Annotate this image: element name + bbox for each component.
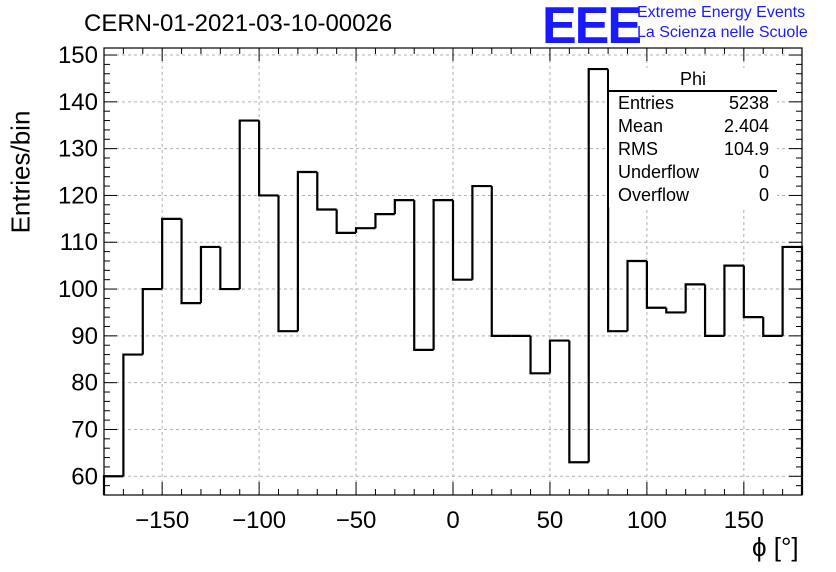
histogram-bin xyxy=(122,353,143,477)
histogram-bin xyxy=(316,172,337,211)
histogram-bin xyxy=(161,217,182,290)
y-tick-label: 140 xyxy=(58,89,98,116)
x-tick-label: −50 xyxy=(336,507,377,534)
histogram-bin xyxy=(762,317,783,337)
histogram-bin xyxy=(684,283,706,313)
x-tick-label: 50 xyxy=(537,507,564,534)
stats-key: Entries xyxy=(618,93,675,113)
histogram-bin xyxy=(490,186,512,337)
stats-value: 0 xyxy=(758,185,769,205)
y-tick-label: 110 xyxy=(60,229,98,256)
histogram-bin xyxy=(141,287,163,355)
x-tick-label: 0 xyxy=(446,507,459,534)
stats-row-underflow: Underflow 0 xyxy=(609,161,777,184)
stats-value: 104.9 xyxy=(723,139,769,159)
stats-box: Phi Entries 5238 Mean 2.404 RMS 104.9 Un… xyxy=(609,68,777,207)
y-tick-label: 100 xyxy=(58,276,98,303)
histogram-bin xyxy=(645,260,667,309)
eee-logo: EEE xyxy=(542,0,642,55)
histogram-bin xyxy=(665,307,686,314)
x-tick-label: −100 xyxy=(232,507,286,534)
histogram-bin xyxy=(296,170,318,332)
stats-key: Underflow xyxy=(618,162,700,182)
logo-caption: Extreme Energy Events La Scienza nelle S… xyxy=(637,3,808,43)
stats-key: Mean xyxy=(618,116,664,136)
histogram-bin xyxy=(548,339,570,374)
y-tick-label: 120 xyxy=(58,182,98,209)
histogram-bin xyxy=(219,246,240,291)
histogram-bin xyxy=(199,245,221,304)
stats-key: RMS xyxy=(618,139,658,159)
histogram-bin xyxy=(471,184,492,280)
histogram-bin xyxy=(393,199,415,215)
stats-row-rms: RMS 104.9 xyxy=(609,138,777,161)
chart-title: CERN-01-2021-03-10-00026 xyxy=(84,10,393,37)
histogram-bin xyxy=(587,67,609,463)
histogram-bin xyxy=(354,227,376,233)
y-tick-label: 80 xyxy=(71,370,98,397)
histogram-bin xyxy=(626,259,647,332)
histogram-bin xyxy=(568,340,589,464)
histogram-bin xyxy=(238,119,260,290)
histogram-bin xyxy=(374,213,395,229)
logo-caption-line1: Extreme Energy Events xyxy=(637,4,806,21)
x-axis-label: ϕ [°] xyxy=(752,532,799,562)
x-tick-label: 100 xyxy=(627,507,667,534)
histogram-bin xyxy=(277,195,298,333)
x-tick-label: −150 xyxy=(135,507,189,534)
y-tick-label: 70 xyxy=(71,416,98,443)
histogram-bin xyxy=(529,335,550,375)
stats-row-mean: Mean 2.404 xyxy=(609,115,777,138)
stats-row-entries: Entries 5238 xyxy=(609,92,777,115)
plot-frame xyxy=(103,47,803,496)
histogram-bin xyxy=(180,218,201,305)
y-tick-label: 90 xyxy=(71,323,98,350)
histogram-bin xyxy=(742,265,764,319)
y-tick-label: 130 xyxy=(58,136,98,163)
stats-value: 2.404 xyxy=(723,116,769,136)
stats-box-title: Phi xyxy=(609,68,777,92)
histogram-bin xyxy=(723,264,744,336)
histogram-bin xyxy=(703,284,725,337)
histogram-bin xyxy=(451,200,473,281)
x-tick-label: 150 xyxy=(724,507,764,534)
stats-value: 5238 xyxy=(728,93,769,113)
logo-caption-line2: La Scienza nelle Scuole xyxy=(637,24,808,41)
histogram-bin xyxy=(607,69,628,333)
histogram-bin xyxy=(258,120,279,197)
y-tick-label: 60 xyxy=(71,463,98,490)
stats-key: Overflow xyxy=(618,185,690,205)
stats-value: 0 xyxy=(758,162,769,182)
histogram-bin xyxy=(335,209,357,234)
y-axis-label-wrap: Entries/bin xyxy=(5,110,36,234)
histogram-bin xyxy=(432,199,453,350)
y-axis-label: Entries/bin xyxy=(5,110,36,234)
histogram-bin xyxy=(413,200,434,352)
stats-row-overflow: Overflow 0 xyxy=(609,184,777,207)
y-tick-label: 150 xyxy=(58,42,98,69)
